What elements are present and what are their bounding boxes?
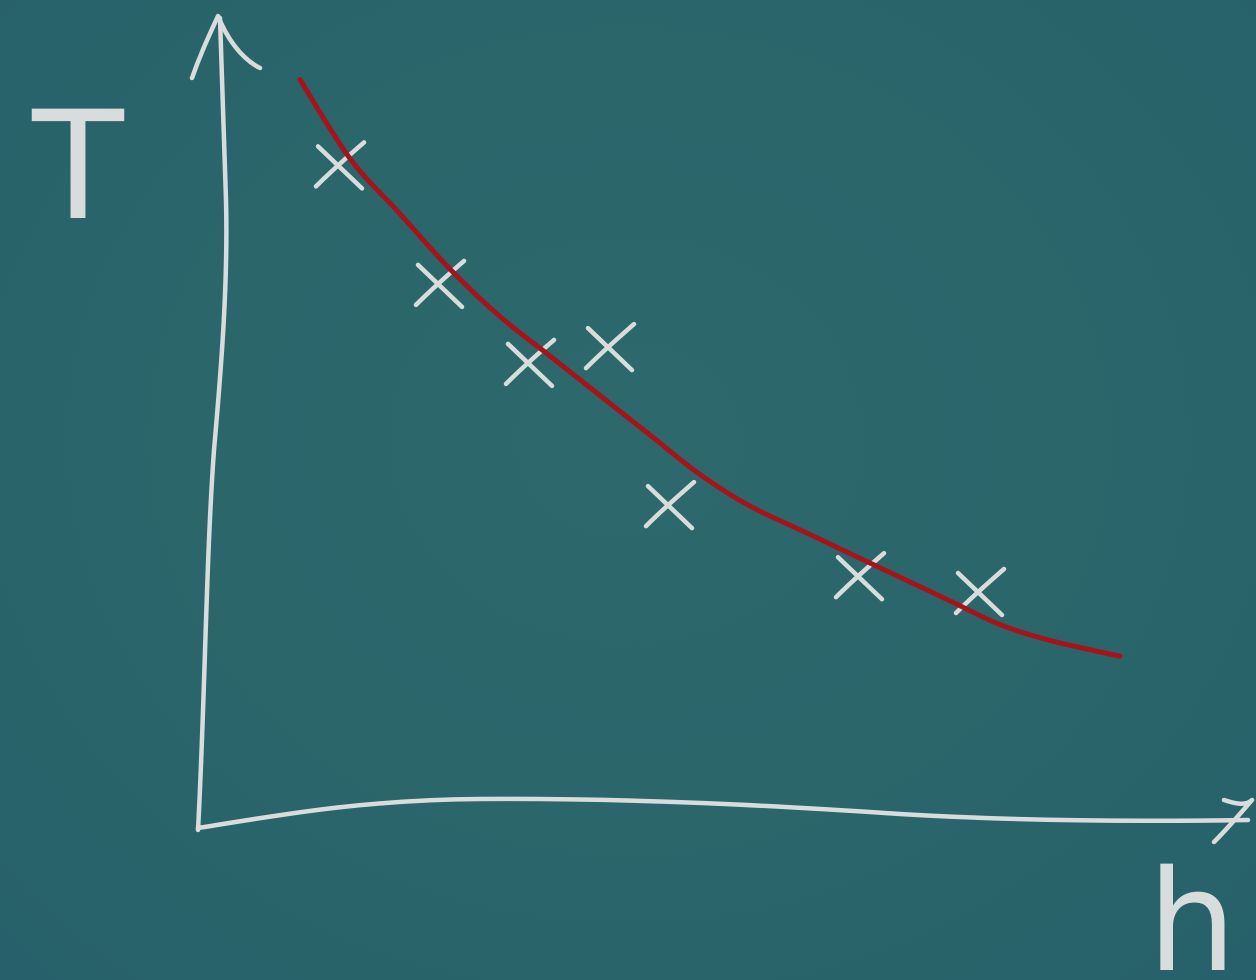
y-axis-label: T (31, 80, 125, 254)
y-axis-line (195, 15, 229, 833)
data-point-1 (313, 140, 367, 191)
x-axis-label: h (1148, 841, 1237, 980)
data-point-6 (833, 550, 887, 602)
fit-curve (297, 77, 1123, 659)
data-point-3 (503, 337, 557, 389)
x-axis-arrowhead (1211, 797, 1255, 845)
data-point-5 (643, 479, 697, 531)
data-point-2 (413, 258, 467, 310)
data-points (313, 140, 1007, 618)
x-axis-line (195, 796, 1251, 831)
data-point-4 (583, 321, 637, 373)
y-axis-arrowhead (189, 13, 263, 81)
